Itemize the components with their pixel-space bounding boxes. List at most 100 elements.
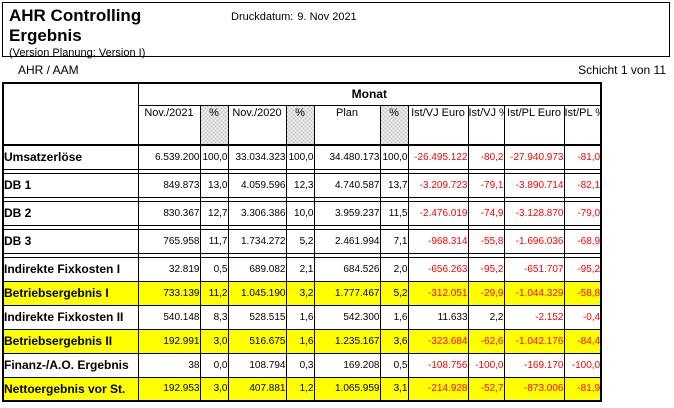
value-cell: -29,9 (467, 280, 505, 306)
value-cell: 849.873 (137, 172, 201, 198)
value-cell: -79,0 (563, 200, 602, 226)
value-cell: -3.890.714 (503, 172, 565, 198)
value-cell: -95,2 (467, 256, 505, 282)
value-cell: -3.209.723 (407, 172, 469, 198)
table-row: Betriebsergebnis II 192.991 3,0 516.675 1,6 1… (2, 328, 602, 354)
value-cell: 4.740.587 (313, 172, 381, 198)
row-label: Finanz-/A.O. Ergebnis (2, 352, 139, 378)
value-cell: 192.991 (137, 328, 201, 354)
value-cell: 192.953 (137, 376, 201, 402)
value-cell: 1.065.959 (313, 376, 381, 402)
column-header: % (199, 104, 229, 146)
value-cell: 100,0 (379, 144, 409, 170)
table-row: DB 3 765.958 11,7 1.734.272 5,2 2.461.994 7,1-… (2, 228, 602, 254)
value-cell: 13,7 (379, 172, 409, 198)
value-cell: -968.314 (407, 228, 469, 254)
value-cell: 3,0 (199, 376, 229, 402)
value-cell: 540.148 (137, 304, 201, 330)
value-cell: 0,5 (199, 256, 229, 282)
value-cell: 12,3 (285, 172, 315, 198)
value-cell: -100,0 (563, 352, 602, 378)
value-cell: -0,4 (563, 304, 602, 330)
header-group-row: Monat (2, 82, 602, 146)
value-cell: 169.208 (313, 352, 381, 378)
value-cell: -3.128.870 (503, 200, 565, 226)
column-header: % (285, 104, 315, 146)
column-header: Plan (313, 104, 381, 146)
value-cell: 11.633 (407, 304, 469, 330)
value-cell: 542.300 (313, 304, 381, 330)
value-cell: -81,9 (563, 376, 602, 402)
value-cell: 3,1 (379, 376, 409, 402)
value-cell: 32.819 (137, 256, 201, 282)
value-cell: 684.526 (313, 256, 381, 282)
row-label: DB 1 (2, 172, 139, 198)
value-cell: -2.476.019 (407, 200, 469, 226)
value-cell: 3.306.386 (227, 200, 287, 226)
value-cell: -74,9 (467, 200, 505, 226)
controlling-table: Monat Nov./2021% Nov./2020% Plan% Ist/VJ Eur… (2, 82, 603, 402)
value-cell: -82,1 (563, 172, 602, 198)
value-cell: 33.034.323 (227, 144, 287, 170)
value-cell: -312.051 (407, 280, 469, 306)
value-cell: -108.756 (407, 352, 469, 378)
column-header-row: Nov./2021% Nov./2020% Plan% Ist/VJ Euro Ist/… (3, 104, 602, 146)
value-cell: 10,0 (285, 200, 315, 226)
value-cell: -62,6 (467, 328, 505, 354)
value-cell: -84,4 (563, 328, 602, 354)
value-cell: 2,1 (285, 256, 315, 282)
row-label: Indirekte Fixkosten II (2, 304, 139, 330)
value-cell: -2.152 (503, 304, 565, 330)
value-cell: 733.139 (137, 280, 201, 306)
value-cell: 1,2 (285, 376, 315, 402)
row-label: Betriebsergebnis I (2, 280, 139, 306)
value-cell: -81,0 (563, 144, 602, 170)
value-cell: -1.696.036 (503, 228, 565, 254)
value-cell: 1,6 (285, 328, 315, 354)
row-label: Umsatzerlöse (2, 144, 139, 170)
value-cell: -100,0 (467, 352, 505, 378)
value-cell: 6.539.200 (137, 144, 201, 170)
print-date-label: Druckdatum: (231, 11, 294, 23)
value-cell: 3,0 (199, 328, 229, 354)
report-header: AHR Controlling Ergebnis (Version Planun… (2, 2, 670, 59)
value-cell: -95,2 (563, 256, 602, 282)
print-date: Druckdatum: 9. Nov 2021 (231, 11, 361, 23)
column-header: Nov./2020 (227, 104, 287, 146)
value-cell: -323.684 (407, 328, 469, 354)
row-label: Betriebsergebnis II (2, 328, 139, 354)
value-cell: 0,0 (199, 352, 229, 378)
value-cell: 1.777.467 (313, 280, 381, 306)
table-row: Indirekte Fixkosten I 32.819 0,5 689.082 2,1… (2, 256, 602, 282)
value-cell: 11,7 (199, 228, 229, 254)
spacer-row (2, 252, 602, 258)
table-row: Indirekte Fixkosten II 540.148 8,3 528.515 1… (2, 304, 602, 330)
row-label: Nettoergebnis vor St. (2, 376, 139, 402)
value-cell: -873.006 (503, 376, 565, 402)
value-cell: -169.170 (503, 352, 565, 378)
table-row: Nettoergebnis vor St. 192.953 3,0 407.881 1,… (2, 376, 602, 402)
row-label: DB 2 (2, 200, 139, 226)
value-cell: 528.515 (227, 304, 287, 330)
value-cell: 11,2 (199, 280, 229, 306)
value-cell: -80,2 (467, 144, 505, 170)
value-cell: 1,6 (285, 304, 315, 330)
table-row: DB 1 849.873 13,0 4.059.596 12,3 4.740.587 13,… (2, 172, 602, 198)
value-cell: -55,8 (467, 228, 505, 254)
value-cell: 3.959.237 (313, 200, 381, 226)
row-label: DB 3 (2, 228, 139, 254)
table-row: Umsatzerlöse 6.539.200 100,0 33.034.323 100,… (2, 144, 602, 170)
value-cell: 5,2 (285, 228, 315, 254)
value-cell: -27.940.973 (503, 144, 565, 170)
value-cell: -68,9 (563, 228, 602, 254)
table-row: Betriebsergebnis I 733.139 11,2 1.045.190 3,… (2, 280, 602, 306)
table-row: Finanz-/A.O. Ergebnis 38 0,0 108.794 0,3 169.… (2, 352, 602, 378)
value-cell: 0,3 (285, 352, 315, 378)
value-cell: 3,6 (379, 328, 409, 354)
column-header: % (379, 104, 409, 146)
page-indicator: Schicht 1 von 11 (578, 63, 666, 77)
value-cell: 4.059.596 (227, 172, 287, 198)
value-cell: 1.734.272 (227, 228, 287, 254)
value-cell: 8,3 (199, 304, 229, 330)
